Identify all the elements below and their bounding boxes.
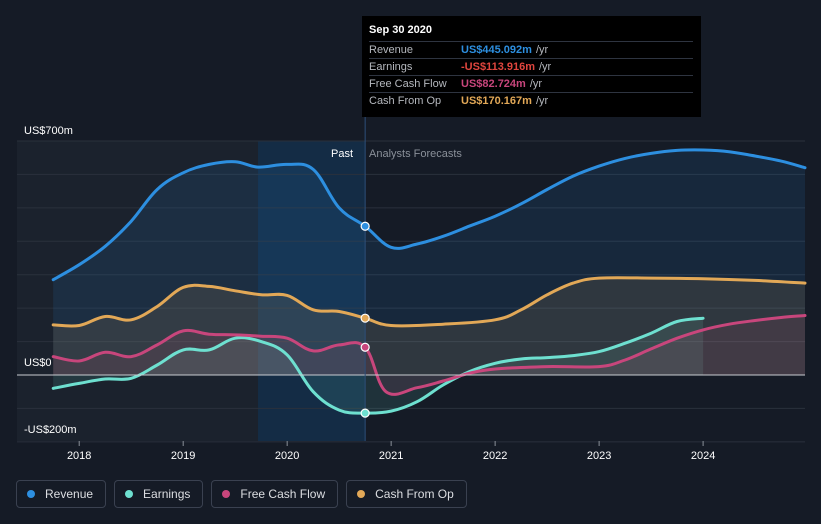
data-tooltip: Sep 30 2020 Revenue US$445.092m /yr Earn…: [362, 16, 701, 117]
tooltip-label: Revenue: [369, 44, 414, 56]
tooltip-date: Sep 30 2020: [369, 24, 432, 36]
free-cash-flow-marker: [360, 342, 370, 352]
tooltip-value: -US$113.916m: [461, 61, 535, 73]
tooltip-unit: /yr: [535, 95, 549, 107]
series-markers: [360, 221, 370, 418]
tooltip-value: US$82.724m: [461, 78, 526, 90]
x-tick-label: 2024: [691, 450, 715, 462]
series-lines: [51, 148, 807, 415]
tooltip-unit: /yr: [529, 78, 543, 90]
revenue-area: [53, 149, 805, 375]
free-cash-flow-dot-icon: [222, 490, 231, 498]
tooltip-row-earnings: Earnings -US$113.916m /yr: [369, 58, 693, 75]
legend-item-revenue[interactable]: Revenue: [16, 480, 107, 508]
y-axis-zero-label: US$0: [24, 357, 52, 369]
tooltip-label: Earnings: [369, 61, 413, 73]
legend-item-cash-from-op[interactable]: Cash From Op: [346, 480, 467, 508]
x-axis-ticks: 2018 2019 2020 2021 2022 2023 2024: [67, 441, 715, 462]
y-axis-top-label: US$700m: [24, 125, 73, 137]
tooltip-value: US$445.092m: [461, 44, 532, 56]
earnings-marker: [360, 408, 370, 418]
legend-label: Earnings: [143, 487, 191, 501]
x-tick-label: 2021: [379, 450, 403, 462]
legend-item-earnings[interactable]: Earnings: [114, 480, 204, 508]
revenue-dot-icon: [27, 490, 35, 498]
y-axis-bottom-label: -US$200m: [24, 424, 77, 436]
x-tick-label: 2022: [483, 450, 507, 462]
financial-chart: US$700m US$0 -US$200m Past Analysts Fore…: [17, 16, 807, 462]
legend-label: Free Cash Flow: [240, 487, 326, 501]
x-tick-label: 2018: [67, 450, 91, 462]
tooltip-value: US$170.167m: [461, 95, 532, 107]
forecast-label: Analysts Forecasts: [369, 148, 462, 160]
legend-label: Cash From Op: [375, 487, 454, 501]
tooltip-row-cash-from-op: Cash From Op US$170.167m /yr: [369, 92, 693, 109]
revenue-marker: [360, 221, 370, 231]
series-areas: [53, 149, 805, 414]
tooltip-row-free-cash-flow: Free Cash Flow US$82.724m /yr: [369, 75, 693, 92]
x-tick-label: 2019: [171, 450, 195, 462]
revenue-line: [51, 148, 807, 282]
legend-item-free-cash-flow[interactable]: Free Cash Flow: [211, 480, 339, 508]
past-label: Past: [331, 148, 353, 160]
legend-label: Revenue: [45, 487, 94, 501]
cash-from-op-line: [51, 276, 807, 328]
x-tick-label: 2020: [275, 450, 299, 462]
cash-from-op-marker: [360, 313, 370, 323]
free-cash-flow-line: [51, 314, 807, 396]
earnings-dot-icon: [125, 490, 134, 498]
tooltip-label: Cash From Op: [369, 95, 442, 107]
earnings-line: [51, 316, 705, 415]
tooltip-unit: /yr: [539, 61, 552, 73]
tooltip-row-revenue: Revenue US$445.092m /yr: [369, 41, 693, 58]
gridlines: [17, 140, 805, 443]
x-tick-label: 2023: [587, 450, 611, 462]
cash-from-op-dot-icon: [357, 490, 366, 498]
tooltip-unit: /yr: [535, 44, 549, 56]
tooltip-label: Free Cash Flow: [369, 78, 447, 90]
chart-legend: Revenue Earnings Free Cash Flow Cash Fro…: [16, 480, 467, 508]
